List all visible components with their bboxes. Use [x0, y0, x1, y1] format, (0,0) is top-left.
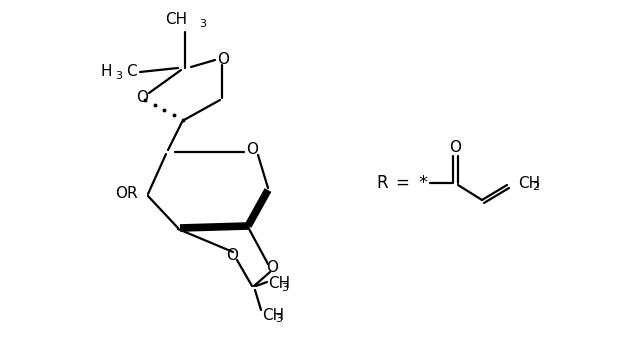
Text: R: R [376, 174, 388, 192]
Text: CH: CH [165, 12, 187, 27]
Text: 3: 3 [275, 314, 282, 324]
Text: O: O [217, 51, 229, 66]
Text: H: H [100, 65, 112, 80]
Text: O: O [246, 142, 258, 158]
Text: CH: CH [262, 307, 284, 322]
Text: O: O [226, 248, 238, 263]
Text: CH: CH [518, 175, 540, 191]
Text: *: * [419, 174, 428, 192]
Text: =: = [395, 174, 409, 192]
Text: 3: 3 [282, 283, 289, 293]
Text: O: O [449, 141, 461, 155]
Text: C: C [126, 65, 136, 80]
Text: 3: 3 [115, 71, 122, 81]
Text: CH: CH [268, 277, 290, 291]
Text: 2: 2 [532, 182, 540, 192]
Text: O: O [136, 91, 148, 105]
Text: O: O [266, 261, 278, 275]
Text: OR: OR [115, 186, 138, 201]
Text: 3: 3 [199, 19, 206, 29]
